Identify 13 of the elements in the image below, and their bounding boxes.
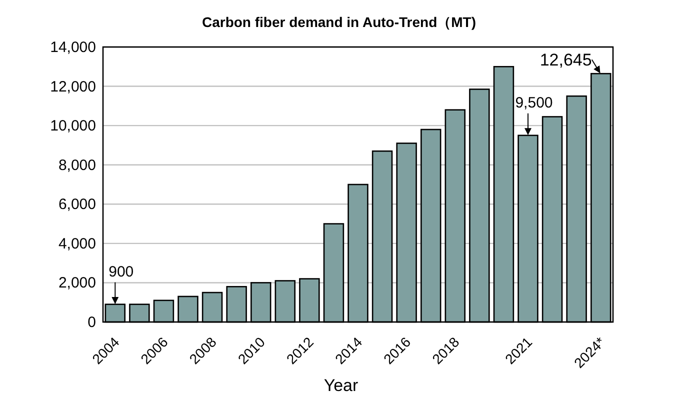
y-tick-label: 0: [88, 314, 96, 331]
y-tick-label: 10,000: [50, 118, 96, 135]
y-tick-label: 14,000: [50, 39, 96, 56]
y-tick-label: 12,000: [50, 78, 96, 96]
y-tick-label: 8,000: [58, 156, 96, 174]
x-axis-title: Year: [324, 376, 359, 395]
y-tick-label: 4,000: [58, 235, 96, 252]
chart-title: Carbon fiber demand in Auto-Trend（MT): [202, 14, 476, 30]
annotation: 900: [108, 263, 134, 280]
annotation: 9,500: [515, 94, 553, 112]
annotation: 12,645: [540, 50, 592, 70]
y-tick-label: 6,000: [58, 196, 96, 214]
y-tick-label: 2,000: [58, 274, 96, 292]
